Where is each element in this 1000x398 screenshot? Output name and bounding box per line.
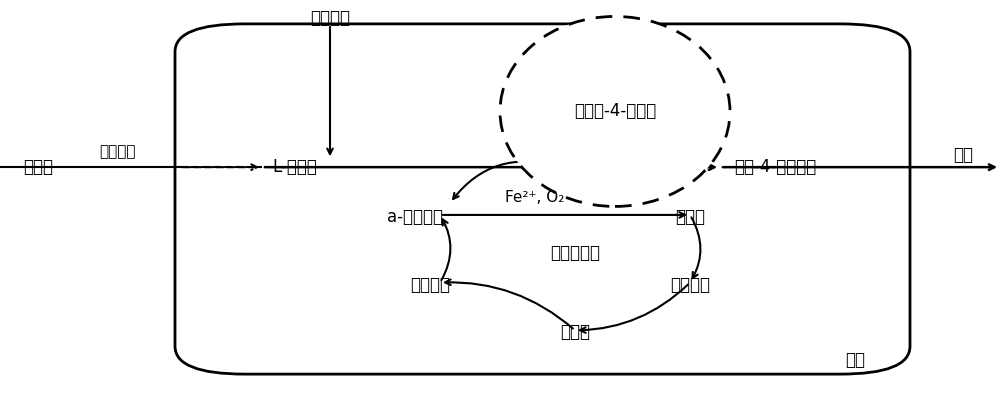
Text: 琥珀酸: 琥珀酸 [675, 208, 705, 226]
Text: 外界吸收: 外界吸收 [310, 9, 350, 27]
Text: 异柠檬酸: 异柠檬酸 [410, 275, 450, 294]
FancyBboxPatch shape [175, 24, 910, 374]
Text: 反式-4-羟脲氨酸: 反式-4-羟脲氨酸 [734, 158, 816, 176]
Text: L-脲氨酸: L-脲氨酸 [273, 158, 317, 176]
Ellipse shape [500, 16, 730, 207]
Text: 草酰乙酸: 草酰乙酸 [670, 275, 710, 294]
Text: Fe²⁺, O₂: Fe²⁺, O₂ [505, 189, 565, 205]
Text: 脲氨酸-4-羟化酶: 脲氨酸-4-羟化酶 [574, 102, 656, 121]
Text: 细胞: 细胞 [845, 351, 865, 369]
Text: a-酮戊二酸: a-酮戊二酸 [387, 208, 443, 226]
Text: 从头合成: 从头合成 [100, 144, 136, 159]
Text: 分泌: 分泌 [953, 146, 973, 164]
Text: 三罧酸循环: 三罧酸循环 [550, 244, 600, 262]
Text: 柠檬酸: 柠檬酸 [560, 323, 590, 341]
Text: 葡萄糖: 葡萄糖 [23, 158, 53, 176]
